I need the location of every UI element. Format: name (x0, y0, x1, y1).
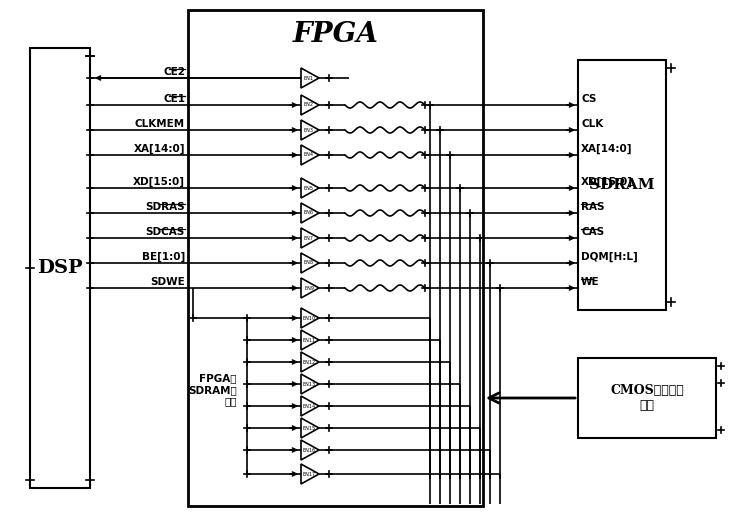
Bar (188, 10, 483, 506)
Text: FPGA: FPGA (293, 22, 378, 49)
Text: SDWE: SDWE (151, 277, 185, 287)
Polygon shape (301, 145, 319, 165)
Text: EN12: EN12 (303, 359, 315, 364)
Text: EN14: EN14 (303, 403, 315, 408)
Text: SDRAS: SDRAS (145, 202, 185, 212)
Polygon shape (301, 178, 319, 198)
Polygon shape (301, 396, 319, 416)
Bar (578, 60, 666, 310)
Polygon shape (301, 440, 319, 460)
Polygon shape (301, 374, 319, 394)
Text: EN15: EN15 (303, 425, 315, 431)
Text: SDCAS: SDCAS (146, 227, 185, 237)
Polygon shape (301, 228, 319, 248)
Text: XD[15:0]: XD[15:0] (133, 177, 185, 187)
Text: EN11: EN11 (303, 338, 315, 342)
Polygon shape (301, 330, 319, 350)
Text: EN4: EN4 (304, 153, 314, 158)
Text: EN9: EN9 (304, 285, 314, 291)
Polygon shape (301, 203, 319, 223)
Text: DSP: DSP (37, 259, 83, 277)
Polygon shape (301, 253, 319, 273)
Text: XA[14:0]: XA[14:0] (581, 144, 632, 154)
Polygon shape (301, 68, 319, 88)
Text: DQM[H:L]: DQM[H:L] (581, 252, 637, 262)
Text: CLKMEM: CLKMEM (135, 119, 185, 129)
Polygon shape (301, 464, 319, 484)
Polygon shape (301, 120, 319, 140)
Polygon shape (301, 352, 319, 372)
Text: FPGA对
SDRAM的
访问: FPGA对 SDRAM的 访问 (188, 373, 237, 406)
Text: XD[15:0]: XD[15:0] (581, 177, 633, 187)
Bar (578, 358, 716, 438)
Text: BE[1:0]: BE[1:0] (142, 252, 185, 262)
Text: EN1: EN1 (304, 75, 314, 81)
Text: EN16: EN16 (303, 448, 315, 452)
Text: EN10: EN10 (303, 315, 315, 321)
Text: SDRAM: SDRAM (589, 178, 655, 192)
Text: EN2: EN2 (304, 102, 314, 108)
Text: CE2: CE2 (163, 67, 185, 77)
Text: XA[14:0]: XA[14:0] (133, 144, 185, 154)
Text: CAS: CAS (581, 227, 604, 237)
Polygon shape (301, 278, 319, 298)
Text: EN17: EN17 (303, 472, 315, 477)
Polygon shape (301, 95, 319, 115)
Polygon shape (301, 308, 319, 328)
Text: EN13: EN13 (303, 382, 315, 387)
Text: EN8: EN8 (304, 261, 314, 266)
Polygon shape (301, 418, 319, 438)
Text: EN7: EN7 (304, 236, 314, 240)
Text: CE1: CE1 (163, 94, 185, 104)
Text: EN3: EN3 (304, 128, 314, 132)
Text: EN5: EN5 (304, 186, 314, 190)
Text: CLK: CLK (581, 119, 603, 129)
Text: EN6: EN6 (304, 210, 314, 216)
Text: CS: CS (581, 94, 596, 104)
Bar (30, 48, 90, 488)
Text: CMOS图像数据
采集: CMOS图像数据 采集 (610, 384, 684, 412)
Text: WE: WE (581, 277, 600, 287)
Text: RAS: RAS (581, 202, 604, 212)
